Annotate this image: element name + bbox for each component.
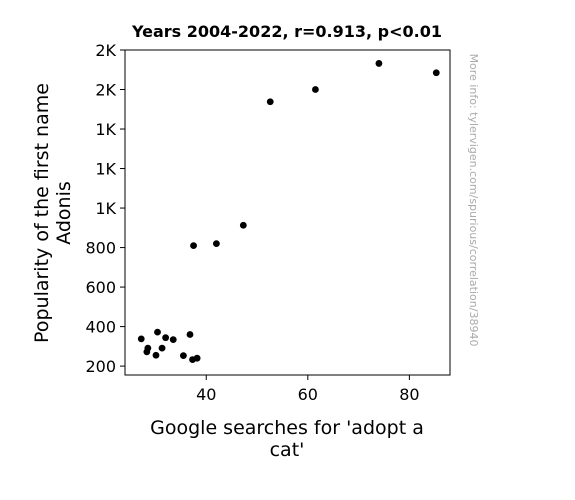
- y-tick-label: 1K: [95, 120, 116, 139]
- scatter-point: [162, 334, 170, 342]
- scatter-point: [137, 335, 145, 343]
- y-tick-label: 800: [85, 239, 116, 258]
- scatter-point: [190, 242, 197, 249]
- scatter-point: [154, 328, 161, 336]
- scatter-point: [179, 352, 187, 360]
- scatter-point: [186, 331, 194, 338]
- y-tick-label: 200: [85, 357, 116, 376]
- y-axis-label-line-2: Adonis: [53, 181, 75, 245]
- scatter-point: [158, 344, 166, 352]
- x-tick-label: 40: [196, 385, 216, 404]
- y-tick-label: 600: [85, 278, 116, 297]
- scatter-point: [213, 240, 220, 248]
- y-tick-label: 2K: [95, 81, 116, 100]
- y-tick-label: 1K: [95, 160, 116, 179]
- y-axis-label-line-1: Popularity of the first name: [31, 83, 53, 343]
- scatter-point: [144, 344, 152, 352]
- scatter-point: [432, 69, 440, 77]
- scatter-point: [193, 354, 201, 362]
- y-axis: 200 400 600 800 1K 1K 1K 2K 2K: [85, 41, 125, 376]
- x-axis-label-line-2: cat': [270, 439, 305, 461]
- x-tick-label: 60: [298, 385, 318, 404]
- y-tick-label: 1K: [95, 199, 116, 218]
- scatter-point: [312, 86, 319, 93]
- y-tick-label: 400: [85, 318, 116, 337]
- chart-title: Years 2004-2022, r=0.913, p<0.01: [131, 22, 442, 41]
- plot-area: [124, 49, 451, 376]
- scatter-point: [266, 98, 274, 106]
- x-tick-label: 80: [399, 385, 419, 404]
- watermark-text: More info: tylervigen.com/spurious/corre…: [467, 54, 480, 347]
- x-axis: 40 60 80: [196, 375, 420, 404]
- data-points: [137, 60, 440, 363]
- scatter-point: [152, 351, 160, 359]
- scatter-point: [239, 221, 247, 229]
- scatter-point: [169, 336, 177, 344]
- x-axis-label-line-1: Google searches for 'adopt a: [150, 417, 424, 439]
- y-tick-label: 2K: [95, 41, 116, 60]
- scatter-point: [375, 60, 383, 67]
